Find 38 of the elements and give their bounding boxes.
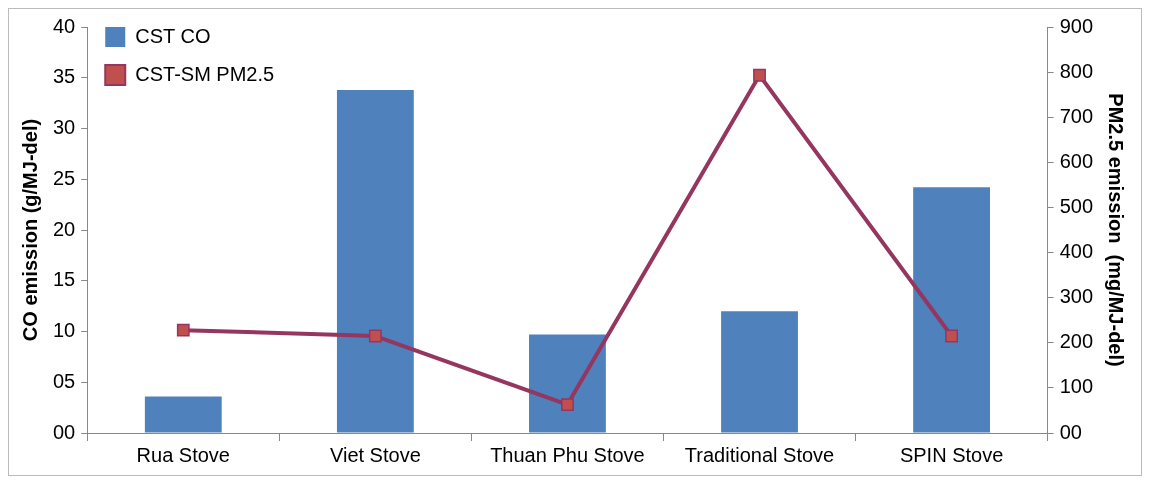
point (753, 68, 766, 82)
y2-tick-label: 700 (1059, 104, 1094, 127)
y2-tick-label: 900 (1059, 14, 1094, 37)
bar (144, 396, 222, 433)
y2-axis-title: PM2.5 emission (mg/MJ-del) (1105, 93, 1128, 367)
y2-tick-label: 400 (1059, 240, 1094, 263)
point (368, 329, 382, 343)
legend-label: CST CO (135, 24, 211, 47)
x-tick-label: SPIN Stove (899, 443, 1004, 466)
y-tick-label: 20 (53, 217, 76, 240)
legend-label: CST-SM PM2.5 (135, 62, 275, 85)
x-tick-label: Traditional Stove (684, 443, 835, 466)
x-tick-label: Rua Stove (136, 443, 230, 466)
y2-tick-label: 00 (1059, 420, 1082, 443)
y2-tick-label: 500 (1059, 194, 1094, 217)
y-axis-title: CO emission (g/MJ-del) (18, 118, 41, 342)
point (561, 398, 574, 411)
bar (721, 311, 798, 433)
y-tick-label: 40 (53, 14, 76, 37)
bar (913, 187, 991, 433)
point (176, 323, 190, 337)
y2-tick-label: 200 (1059, 330, 1094, 353)
y-tick-label: 10 (53, 319, 76, 342)
point (945, 329, 958, 343)
y2-tick-label: 800 (1059, 59, 1094, 82)
x-tick-label: Viet Stove (329, 443, 421, 466)
y-tick-label: 15 (53, 268, 76, 291)
y-tick-label: 25 (53, 166, 76, 189)
y2-tick-label: 100 (1059, 375, 1094, 398)
y2-tick-label: 300 (1059, 285, 1094, 308)
y-tick-label: 30 (53, 116, 76, 139)
y2-tick-label: 600 (1059, 149, 1094, 172)
bar (336, 89, 414, 433)
y-tick-label: 05 (53, 369, 76, 392)
y-tick-label: 00 (53, 420, 76, 443)
y-tick-label: 35 (53, 65, 76, 88)
x-tick-label: Thuan Phu Stove (490, 443, 645, 466)
bar (529, 334, 606, 433)
